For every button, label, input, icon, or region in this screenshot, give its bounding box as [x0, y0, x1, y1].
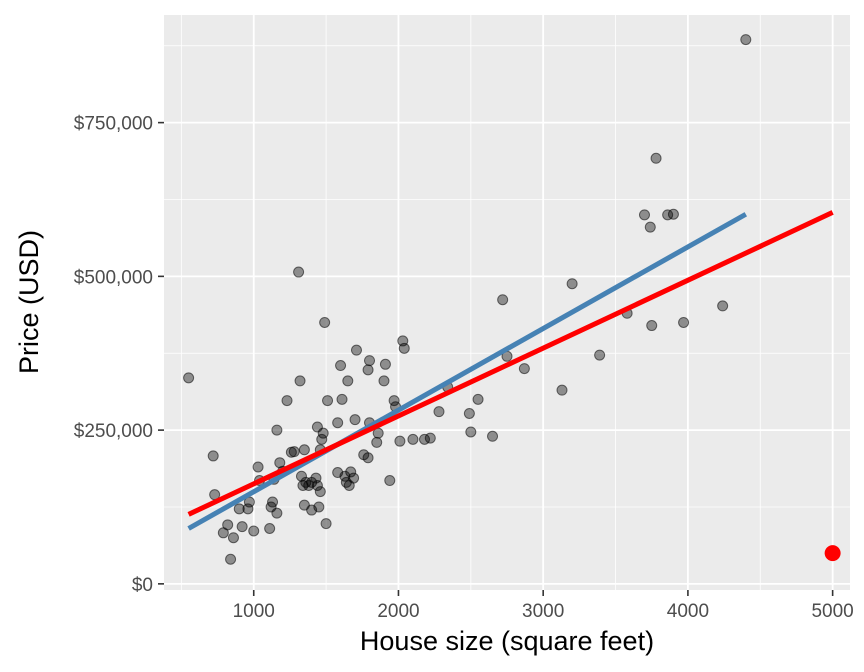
- minor-gridlines: [164, 15, 850, 590]
- data-point: [332, 417, 344, 429]
- data-point: [313, 501, 325, 513]
- data-point: [678, 316, 690, 328]
- data-point: [497, 294, 509, 306]
- data-point: [667, 208, 679, 220]
- data-point: [295, 470, 307, 482]
- x-axis-tick-labels: 1000 2000 3000 4000 5000: [233, 601, 854, 622]
- data-point: [362, 452, 374, 464]
- axis-ticks: [158, 121, 834, 596]
- data-point: [394, 435, 406, 447]
- data-point: [252, 461, 264, 473]
- data-point: [233, 503, 245, 515]
- x-axis-title: House size (square feet): [360, 626, 654, 656]
- data-point: [348, 472, 360, 484]
- y-tick-label: $250,000: [74, 421, 153, 442]
- x-tick-label: 1000: [233, 601, 275, 622]
- data-point: [317, 427, 329, 439]
- blue-regression-line: [187, 212, 748, 531]
- data-point: [306, 476, 318, 488]
- x-tick-label: 5000: [811, 601, 853, 622]
- data-point: [298, 444, 310, 456]
- data-point: [362, 364, 374, 376]
- data-point: [384, 475, 396, 487]
- data-point: [288, 446, 300, 458]
- data-point: [271, 424, 283, 436]
- y-axis-title: Price (USD): [14, 230, 44, 374]
- data-point: [638, 209, 650, 221]
- data-point: [371, 436, 383, 448]
- data-point: [314, 486, 326, 498]
- y-tick-label: $750,000: [74, 114, 153, 135]
- data-point: [336, 393, 348, 405]
- y-axis-tick-labels: $0 $250,000 $500,000 $750,000: [74, 114, 153, 596]
- data-point: [242, 503, 254, 515]
- y-tick-label: $500,000: [74, 267, 153, 288]
- data-point: [378, 375, 390, 387]
- data-point: [349, 414, 361, 426]
- data-point: [463, 408, 475, 420]
- data-point: [294, 375, 306, 387]
- data-point: [465, 426, 477, 438]
- data-point: [472, 393, 484, 405]
- data-point: [650, 152, 662, 164]
- data-point: [271, 507, 283, 519]
- data-point: [379, 358, 391, 370]
- data-point: [518, 363, 530, 375]
- data-point: [398, 342, 410, 354]
- data-point: [222, 519, 234, 531]
- data-point: [267, 496, 279, 508]
- data-point: [293, 266, 305, 278]
- data-point: [594, 349, 606, 361]
- highlighted-point: [824, 545, 841, 562]
- data-point: [487, 430, 499, 442]
- data-point: [717, 300, 729, 312]
- data-point: [364, 355, 376, 367]
- data-point: [320, 518, 332, 530]
- data-point: [227, 532, 239, 544]
- data-point: [342, 375, 354, 387]
- data-point: [646, 320, 658, 332]
- data-point: [740, 34, 752, 46]
- data-point: [264, 523, 276, 535]
- data-point: [236, 521, 248, 533]
- x-tick-label: 3000: [522, 601, 564, 622]
- data-point: [322, 395, 334, 407]
- data-point: [424, 432, 436, 444]
- x-tick-label: 2000: [377, 601, 419, 622]
- data-layer: [183, 34, 841, 565]
- red-regression-line: [187, 210, 834, 517]
- data-point: [225, 553, 237, 565]
- data-point: [350, 344, 362, 356]
- data-point: [644, 221, 656, 233]
- data-point: [407, 433, 419, 445]
- y-tick-label: $0: [132, 575, 153, 596]
- data-point: [311, 479, 323, 491]
- data-point: [183, 372, 195, 384]
- data-point: [281, 395, 293, 407]
- data-point: [556, 384, 568, 396]
- data-point: [319, 316, 331, 328]
- data-point: [248, 525, 260, 537]
- data-point: [207, 450, 219, 462]
- data-point: [433, 406, 445, 418]
- data-point: [345, 466, 357, 478]
- data-point: [566, 278, 578, 290]
- x-tick-label: 4000: [667, 601, 709, 622]
- data-point: [335, 360, 347, 372]
